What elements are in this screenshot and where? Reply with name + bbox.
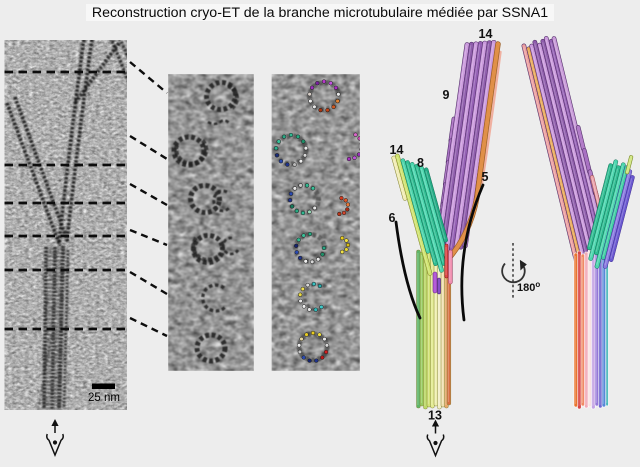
svg-text:14: 14: [390, 143, 404, 157]
svg-text:180o: 180o: [517, 280, 540, 294]
svg-text:9: 9: [443, 88, 450, 102]
svg-text:25 nm: 25 nm: [88, 392, 120, 404]
svg-text:8: 8: [417, 156, 424, 170]
svg-text:5: 5: [482, 170, 489, 184]
svg-text:Reconstruction cryo-ET de la b: Reconstruction cryo-ET de la branche mic…: [92, 5, 548, 21]
svg-text:14: 14: [479, 27, 493, 41]
svg-text:13: 13: [428, 409, 442, 423]
svg-text:6: 6: [389, 211, 396, 225]
